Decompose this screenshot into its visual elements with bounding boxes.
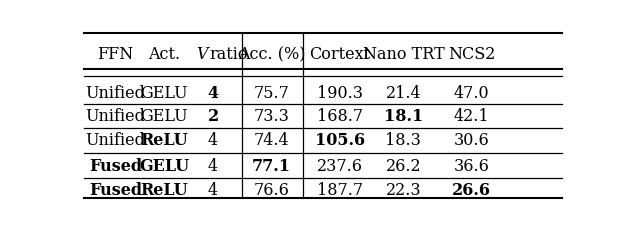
Text: 73.3: 73.3 <box>254 108 290 125</box>
Text: Cortext: Cortext <box>309 46 370 63</box>
Text: 4: 4 <box>208 182 218 199</box>
Text: 74.4: 74.4 <box>254 131 289 148</box>
Text: Unified: Unified <box>86 84 146 101</box>
Text: Unified: Unified <box>86 108 146 125</box>
Text: 4: 4 <box>208 157 218 174</box>
Text: 2: 2 <box>207 108 219 125</box>
Text: ratio: ratio <box>209 46 248 63</box>
Text: GELU: GELU <box>139 157 190 174</box>
Text: 22.3: 22.3 <box>386 182 421 199</box>
Text: Acc. (%): Acc. (%) <box>238 46 306 63</box>
Text: 26.2: 26.2 <box>386 157 421 174</box>
Text: 18.3: 18.3 <box>386 131 421 148</box>
Text: 105.6: 105.6 <box>315 131 365 148</box>
Text: Nano TRT: Nano TRT <box>362 46 444 63</box>
Text: GELU: GELU <box>140 84 188 101</box>
Text: FFN: FFN <box>97 46 134 63</box>
Text: 47.0: 47.0 <box>454 84 490 101</box>
Text: 187.7: 187.7 <box>317 182 363 199</box>
Text: 36.6: 36.6 <box>454 157 490 174</box>
Text: Fused: Fused <box>89 182 142 199</box>
Text: ReLU: ReLU <box>140 182 188 199</box>
Text: 4: 4 <box>208 131 218 148</box>
Text: 30.6: 30.6 <box>454 131 490 148</box>
Text: 168.7: 168.7 <box>317 108 363 125</box>
Text: 237.6: 237.6 <box>317 157 363 174</box>
Text: 76.6: 76.6 <box>254 182 290 199</box>
Text: 4: 4 <box>207 84 219 101</box>
Text: NCS2: NCS2 <box>448 46 495 63</box>
Text: 26.6: 26.6 <box>452 182 491 199</box>
Text: V: V <box>197 46 208 63</box>
Text: ReLU: ReLU <box>140 131 188 148</box>
Text: 77.1: 77.1 <box>252 157 291 174</box>
Text: 18.1: 18.1 <box>384 108 423 125</box>
Text: Act.: Act. <box>148 46 180 63</box>
Text: 75.7: 75.7 <box>254 84 290 101</box>
Text: Unified: Unified <box>86 131 146 148</box>
Text: 42.1: 42.1 <box>454 108 490 125</box>
Text: 21.4: 21.4 <box>386 84 421 101</box>
Text: 190.3: 190.3 <box>317 84 363 101</box>
Text: GELU: GELU <box>140 108 188 125</box>
Text: Fused: Fused <box>89 157 142 174</box>
